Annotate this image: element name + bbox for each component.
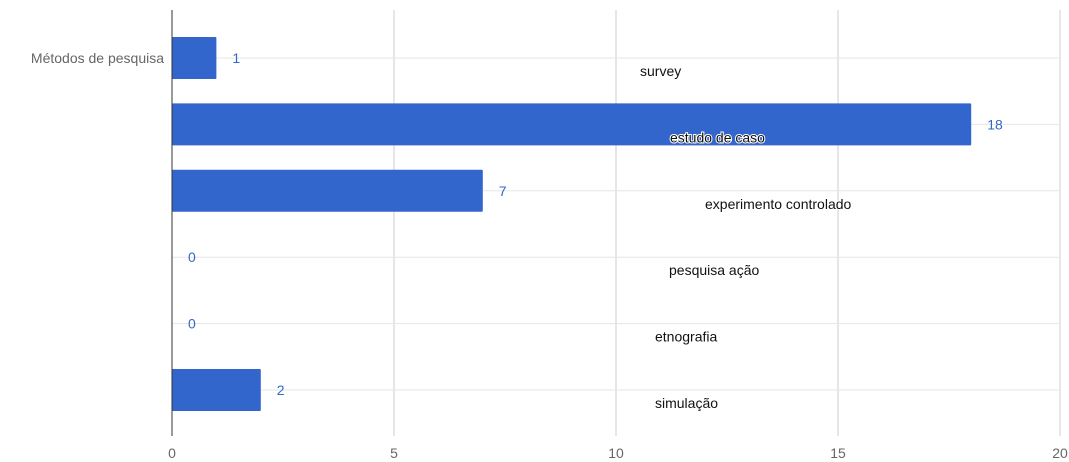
category-label: survey xyxy=(640,63,681,79)
series-label: Métodos de pesquisa xyxy=(31,50,164,66)
category-label: etnografia xyxy=(655,329,717,345)
data-labels: 1 18 7 0 0 2 xyxy=(188,50,1003,398)
x-tick-label: 20 xyxy=(1052,445,1068,461)
category-label: experimento controlado xyxy=(705,196,852,212)
category-label: estudo de caso xyxy=(670,129,765,145)
data-label: 18 xyxy=(987,116,1003,132)
bar xyxy=(172,103,972,146)
bar xyxy=(172,37,217,79)
category-label: simulação xyxy=(655,395,718,411)
x-tick-label: 15 xyxy=(830,445,846,461)
x-tick-label: 0 xyxy=(168,445,176,461)
data-label: 0 xyxy=(188,316,196,332)
data-label: 0 xyxy=(188,249,196,265)
bar xyxy=(172,169,483,212)
data-label: 2 xyxy=(277,382,285,398)
data-label: 7 xyxy=(499,183,507,199)
x-tick-label: 5 xyxy=(390,445,398,461)
category-label: pesquisa ação xyxy=(669,262,760,278)
grid-lines xyxy=(172,10,1061,436)
bar xyxy=(172,369,261,411)
category-labels: survey estudo de caso experimento controla… xyxy=(639,62,853,412)
x-axis-ticks: 0 5 10 15 20 xyxy=(168,445,1068,461)
data-label: 1 xyxy=(232,50,240,66)
x-tick-label: 10 xyxy=(608,445,624,461)
bars xyxy=(172,37,972,411)
